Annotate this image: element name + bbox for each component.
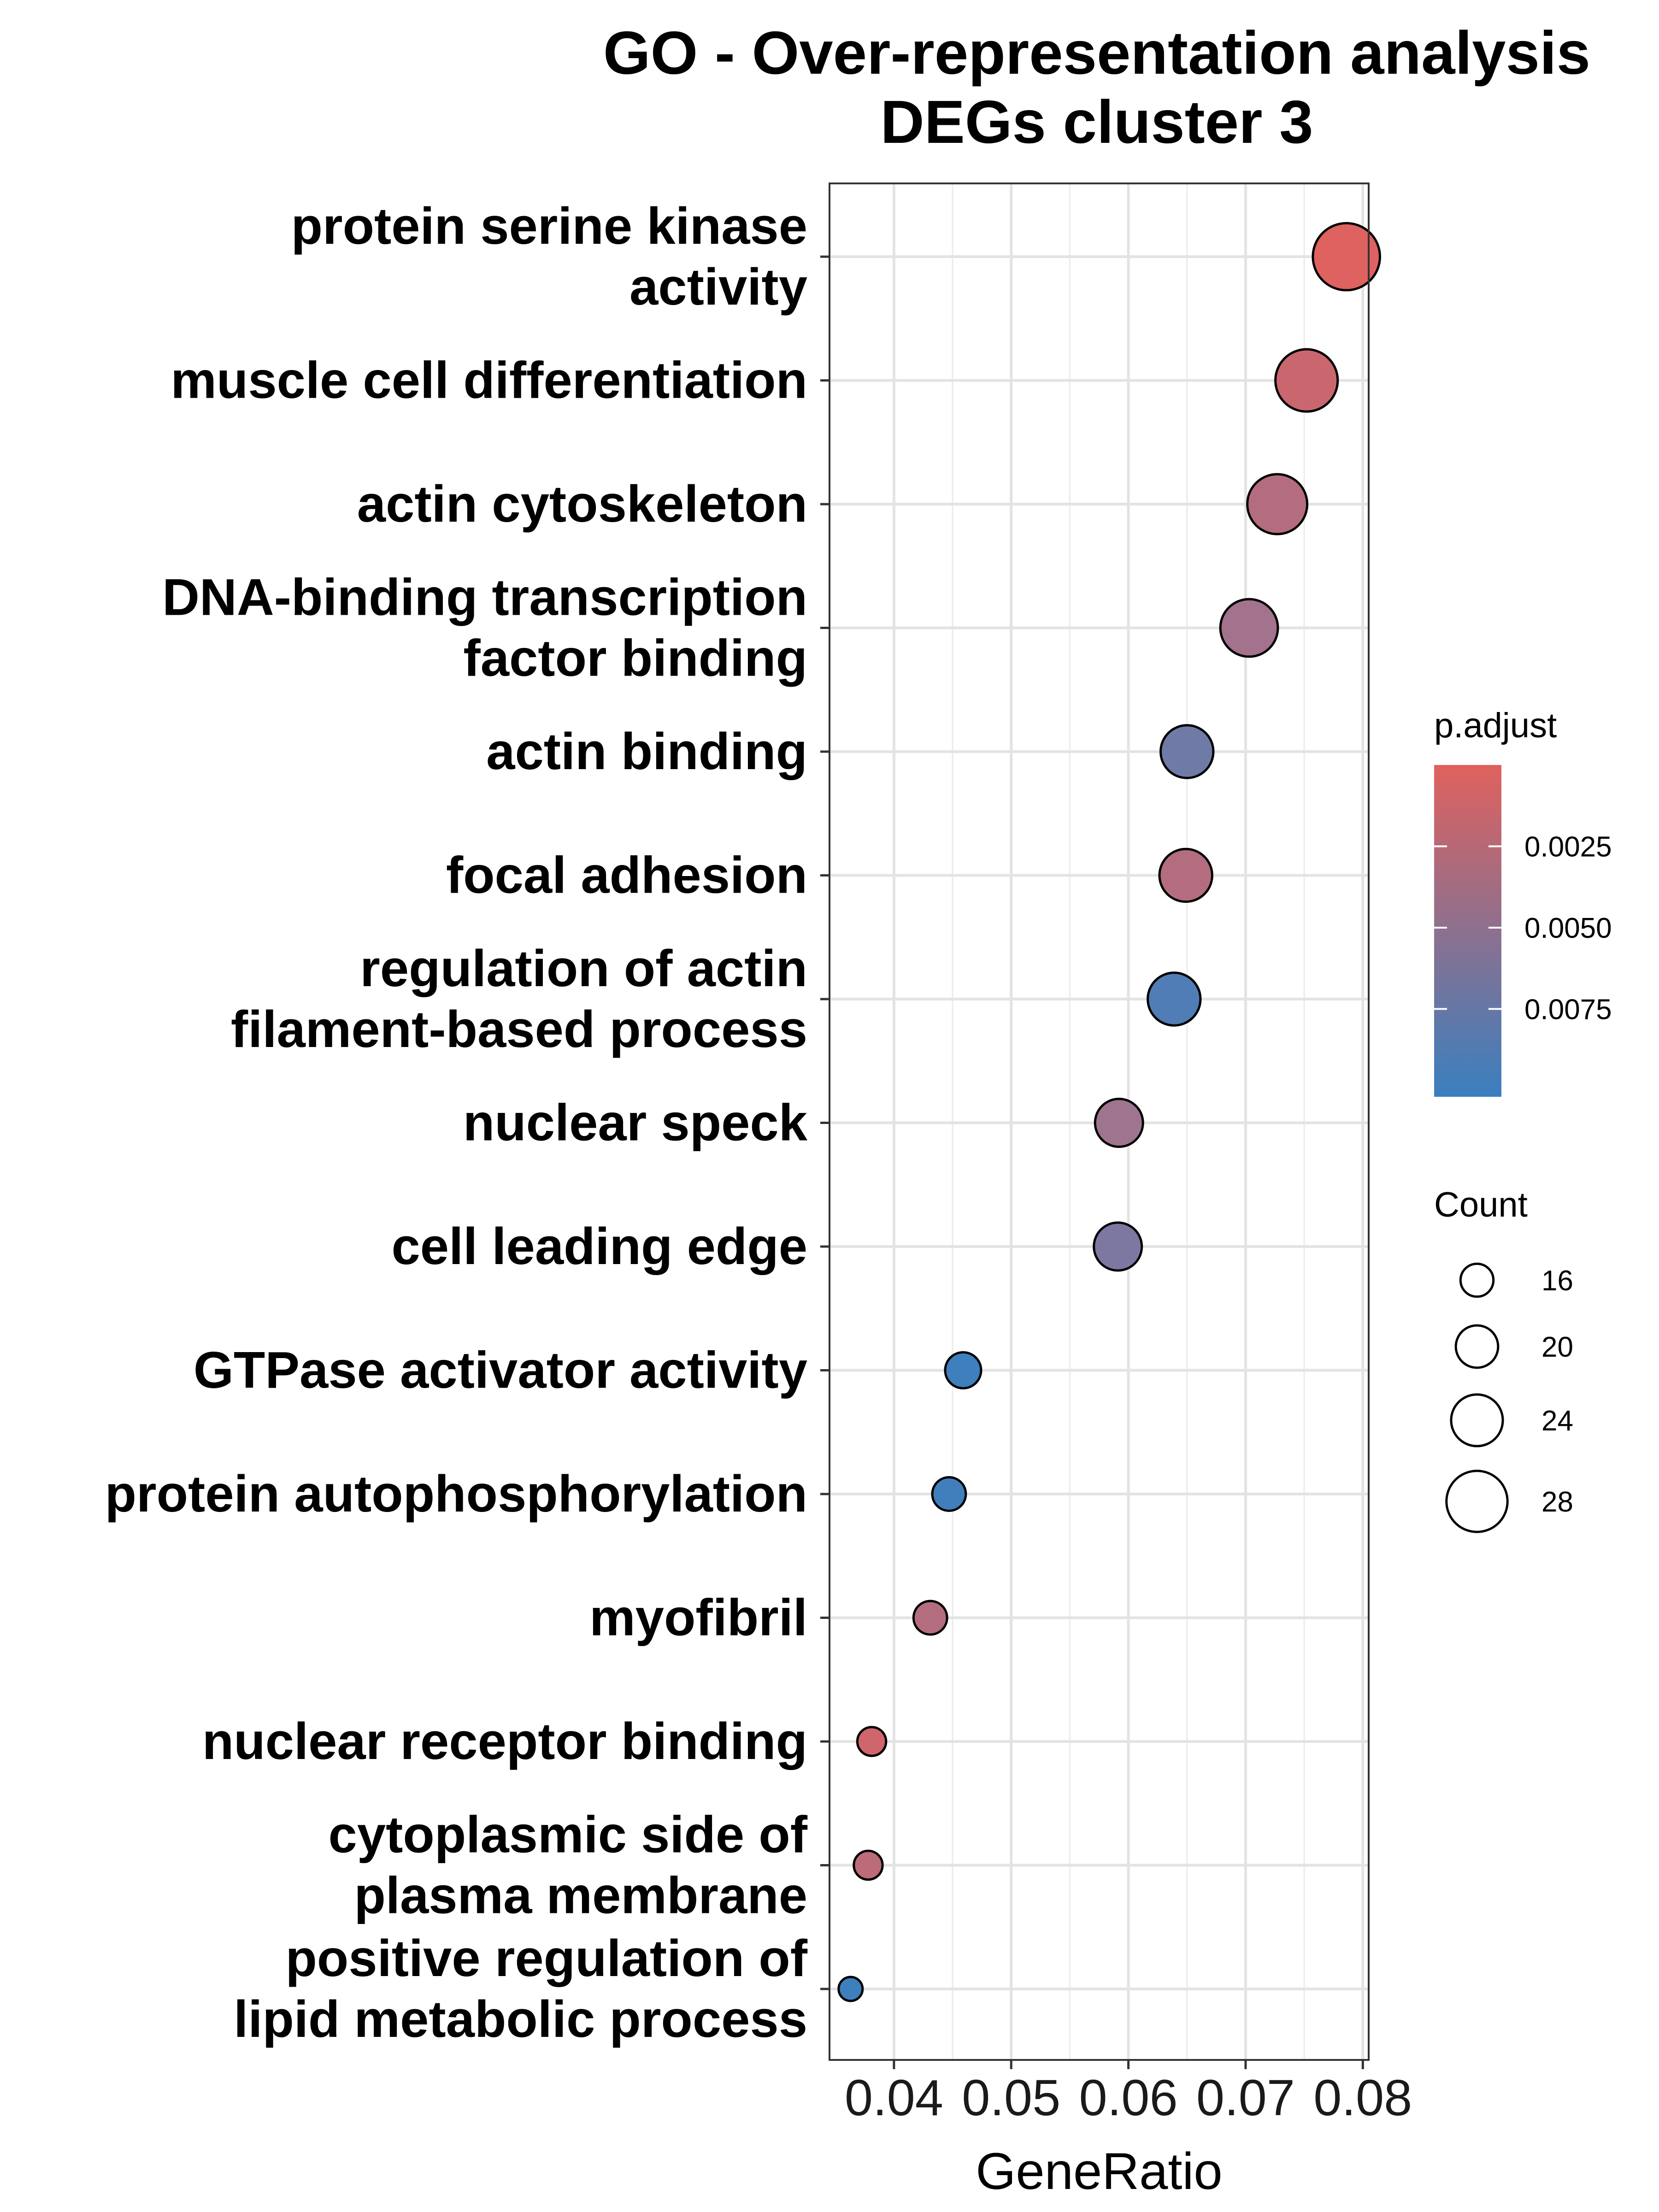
category-label: protein serine kinase activity [291, 197, 807, 316]
x-tick-label: 0.06 [1079, 2070, 1178, 2126]
x-tick-label: 0.04 [845, 2070, 943, 2126]
category-label-line: nuclear speck [463, 1094, 808, 1152]
category-label: actin cytoskeleton [357, 475, 807, 533]
size-legend-title: Count [1434, 1185, 1528, 1224]
color-legend-title: p.adjust [1434, 706, 1557, 745]
data-point [1159, 724, 1215, 779]
size-legend-circle [1459, 1262, 1495, 1298]
data-point [1093, 1221, 1143, 1272]
color-legend-bar [1434, 765, 1501, 1097]
category-label-line: GTPase activator activity [194, 1341, 807, 1399]
category-label-line: focal adhesion [446, 847, 807, 904]
category-label: actin binding [486, 723, 807, 780]
size-legend: Count 16 20 24 28 [1434, 1185, 1573, 1533]
category-label: focal adhesion [446, 847, 807, 904]
category-label-line: positive regulation of [285, 1930, 807, 1987]
category-label: nuclear speck [463, 1094, 808, 1152]
category-label: myofibril [589, 1589, 807, 1647]
chart-title-line-2: DEGs cluster 3 [880, 88, 1313, 156]
x-tick-label: 0.08 [1313, 2070, 1412, 2126]
color-legend: p.adjust 0.0025 0.0050 0.0075 [1434, 706, 1612, 1097]
data-point [944, 1351, 982, 1389]
data-point [1147, 971, 1202, 1027]
category-label-line: lipid metabolic process [234, 1990, 807, 2048]
size-legend-circle [1445, 1470, 1509, 1533]
data-point [853, 1849, 884, 1881]
data-point [931, 1476, 967, 1512]
data-point [1219, 598, 1279, 658]
colorbar-tick-label: 0.0075 [1524, 994, 1612, 1025]
size-legend-label: 16 [1541, 1265, 1573, 1297]
category-label: DNA-binding transcription factor binding [162, 569, 807, 687]
data-points [837, 222, 1381, 2002]
category-label: protein autophosphorylation [105, 1465, 807, 1523]
size-legend-circle [1454, 1324, 1500, 1369]
category-label-line: myofibril [589, 1589, 807, 1647]
x-axis: 0.04 0.05 0.06 0.07 0.08 [845, 2060, 1412, 2126]
category-label: regulation of actin filament-based proces… [231, 940, 807, 1058]
data-point [912, 1600, 948, 1636]
data-point [1312, 222, 1381, 292]
data-point [1094, 1098, 1144, 1148]
category-label-line: muscle cell differentiation [171, 352, 807, 409]
category-label-line: actin binding [486, 723, 807, 780]
category-label: muscle cell differentiation [171, 352, 807, 409]
x-tick-label: 0.05 [962, 2070, 1060, 2126]
colorbar-tick-label: 0.0025 [1524, 831, 1612, 863]
x-tick-label: 0.07 [1196, 2070, 1295, 2126]
category-label: cell leading edge [391, 1218, 807, 1275]
category-labels: protein serine kinase activity muscle cell… [105, 197, 830, 2048]
category-label-line: actin cytoskeleton [357, 475, 807, 533]
category-label-line: cell leading edge [391, 1218, 807, 1275]
data-point [856, 1726, 888, 1757]
category-label-line: protein autophosphorylation [105, 1465, 807, 1523]
chart-title-line-1: GO - Over-representation analysis [603, 19, 1590, 87]
size-legend-circle [1450, 1393, 1504, 1447]
category-label-line: plasma membrane [354, 1867, 807, 1924]
category-label: positive regulation of lipid metabolic pr… [234, 1930, 807, 2048]
data-point [1246, 473, 1309, 535]
size-legend-label: 20 [1541, 1331, 1573, 1363]
size-legend-label: 28 [1541, 1486, 1573, 1518]
category-label-line: nuclear receptor binding [202, 1712, 807, 1770]
data-point [837, 1976, 864, 2002]
colorbar-tick-label: 0.0050 [1524, 912, 1612, 944]
x-axis-title: GeneRatio [976, 2142, 1222, 2200]
data-point [1274, 348, 1339, 413]
category-label-line: activity [629, 258, 807, 316]
category-label-line: filament-based process [231, 1000, 807, 1058]
category-label: GTPase activator activity [194, 1341, 807, 1399]
category-label-line: factor binding [463, 629, 807, 687]
category-label-line: cytoplasmic side of [329, 1806, 808, 1864]
data-point [1158, 847, 1213, 903]
category-label-line: protein serine kinase [291, 197, 807, 255]
category-label-line: DNA-binding transcription [162, 569, 807, 626]
category-label: nuclear receptor binding [202, 1712, 807, 1770]
category-label-line: regulation of actin [360, 940, 807, 997]
size-legend-label: 24 [1541, 1405, 1573, 1437]
category-label: cytoplasmic side of plasma membrane [329, 1806, 808, 1924]
